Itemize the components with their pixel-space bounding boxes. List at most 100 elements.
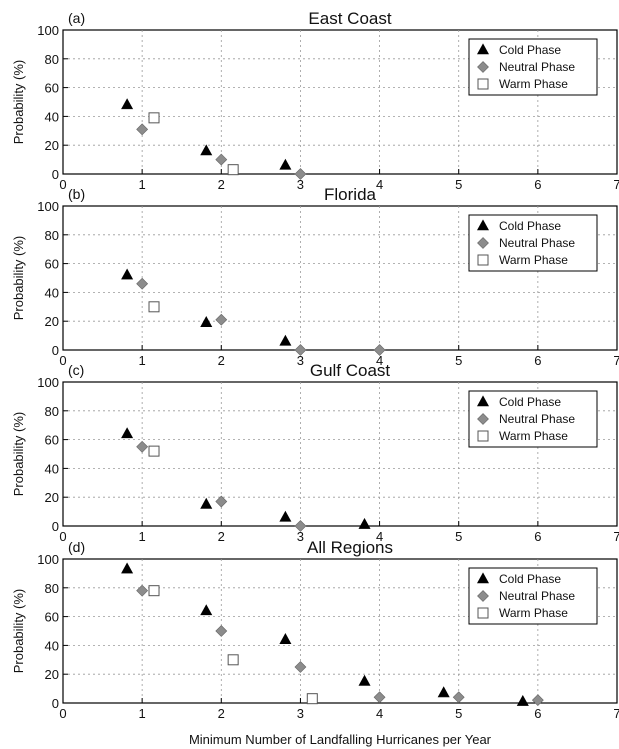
data-point-triangle (279, 633, 292, 644)
legend-marker-triangle (476, 572, 490, 584)
legend-marker-diamond (477, 61, 489, 73)
data-point-diamond (452, 691, 465, 704)
x-tick-label: 7 (613, 706, 619, 721)
x-tick-label: 4 (376, 353, 383, 368)
panel-label: (b) (68, 186, 85, 202)
data-point-triangle (121, 562, 134, 574)
y-tick-label: 20 (45, 138, 59, 153)
x-tick-label: 5 (455, 177, 462, 192)
data-point-diamond (136, 584, 149, 597)
legend-marker-diamond (477, 413, 489, 425)
legend-box (468, 567, 598, 625)
x-tick-label: 3 (297, 177, 304, 192)
legend: Cold Phase Neutral Phase Warm Phase (468, 567, 598, 625)
legend-label: Neutral Phase (499, 60, 575, 74)
data-point-triangle (279, 334, 292, 346)
data-point-diamond (294, 661, 307, 673)
x-tick-label: 2 (218, 529, 225, 544)
y-tick-label: 0 (52, 167, 59, 182)
legend-label: Cold Phase (499, 219, 561, 233)
legend-box (468, 390, 598, 448)
legend: Cold Phase Neutral Phase Warm Phase (468, 38, 598, 96)
x-tick-label: 2 (218, 353, 225, 368)
legend-box (468, 38, 598, 96)
x-tick-label: 0 (59, 353, 66, 368)
data-point-diamond (136, 277, 149, 290)
data-point-triangle (358, 517, 371, 529)
y-tick-label: 20 (45, 314, 59, 329)
data-point-triangle (121, 268, 134, 280)
data-point-triangle (121, 98, 134, 110)
x-tick-label: 4 (376, 177, 383, 192)
data-point-diamond (215, 495, 228, 508)
panel-title: All Regions (307, 538, 393, 557)
x-tick-label: 1 (139, 529, 146, 544)
x-tick-label: 2 (218, 177, 225, 192)
panel-title: Gulf Coast (310, 361, 391, 380)
data-point-diamond (373, 691, 386, 704)
x-tick-label: 3 (297, 353, 304, 368)
legend-marker-square (477, 430, 489, 442)
y-tick-label: 60 (45, 433, 59, 448)
data-point-diamond (294, 520, 307, 532)
y-tick-label: 0 (52, 343, 59, 358)
legend: Cold Phase Neutral Phase Warm Phase (468, 214, 598, 272)
legend-box (468, 214, 598, 272)
data-point-square (227, 654, 239, 666)
data-point-triangle (279, 158, 292, 170)
data-point-diamond (373, 344, 386, 356)
data-point-diamond (294, 168, 307, 180)
x-tick-label: 6 (534, 706, 541, 721)
x-tick-label: 5 (455, 353, 462, 368)
legend-marker-triangle (476, 219, 490, 231)
x-tick-label: 0 (59, 706, 66, 721)
y-tick-label: 100 (37, 199, 59, 214)
panel-label: (c) (68, 362, 84, 378)
data-point-triangle (516, 694, 529, 706)
data-point-triangle (200, 497, 213, 509)
legend-label: Warm Phase (499, 606, 568, 620)
panel-title: East Coast (308, 9, 391, 28)
x-tick-label: 0 (59, 177, 66, 192)
legend-label: Neutral Phase (499, 589, 575, 603)
x-tick-label: 2 (218, 706, 225, 721)
legend-marker-square (477, 78, 489, 90)
legend-marker-triangle (476, 395, 490, 407)
y-tick-label: 80 (45, 52, 59, 67)
legend-label: Neutral Phase (499, 236, 575, 250)
x-tick-label: 4 (376, 529, 383, 544)
y-tick-label: 0 (52, 519, 59, 534)
y-tick-label: 20 (45, 667, 59, 682)
data-point-diamond (215, 153, 228, 166)
legend-label: Warm Phase (499, 429, 568, 443)
data-point-triangle (121, 427, 134, 439)
data-point-square (227, 164, 239, 176)
legend-marker-diamond (477, 590, 489, 602)
legend-label: Cold Phase (499, 43, 561, 57)
data-point-diamond (215, 625, 228, 637)
y-tick-label: 100 (37, 375, 59, 390)
y-tick-label: 60 (45, 257, 59, 272)
y-axis-label: Probability (%) (11, 60, 26, 145)
x-tick-label: 3 (297, 706, 304, 721)
data-point-diamond (136, 123, 149, 136)
legend-label: Warm Phase (499, 253, 568, 267)
y-tick-label: 0 (52, 696, 59, 711)
x-tick-label: 7 (613, 529, 619, 544)
x-tick-label: 6 (534, 177, 541, 192)
y-tick-label: 40 (45, 638, 59, 653)
x-axis-label: Minimum Number of Landfalling Hurricanes… (189, 732, 492, 747)
panel-1: 0 20 40 60 80 100 0 1 2 3 4 5 6 7 Probability (%) (a) Ea… (11, 9, 619, 192)
legend-label: Neutral Phase (499, 412, 575, 426)
y-tick-label: 60 (45, 81, 59, 96)
x-tick-label: 1 (139, 177, 146, 192)
data-point-square (148, 301, 160, 313)
panel-2: 0 20 40 60 80 100 0 1 2 3 4 5 6 7 Probability (%) (b) Fl… (11, 185, 619, 368)
y-tick-label: 80 (45, 581, 59, 596)
panel-label: (a) (68, 10, 85, 26)
x-tick-label: 5 (455, 706, 462, 721)
data-point-square (148, 445, 160, 457)
data-point-triangle (200, 144, 213, 156)
legend-label: Warm Phase (499, 77, 568, 91)
